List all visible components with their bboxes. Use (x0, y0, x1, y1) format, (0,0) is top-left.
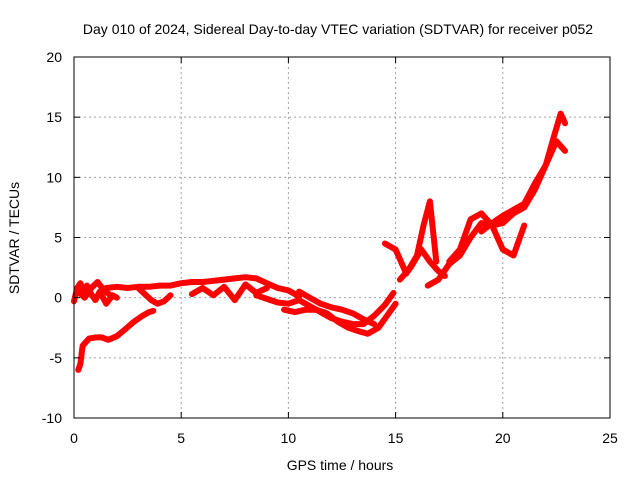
series-line-arc-11 (396, 246, 448, 283)
y-tick-label: 15 (46, 109, 62, 125)
y-tick-label: 0 (54, 290, 62, 306)
series-line-arc-14 (478, 110, 568, 235)
series-line-arc-3 (75, 307, 157, 373)
series-line-arc-6 (188, 281, 270, 304)
y-axis: -10 -5 0 5 10 15 20 (42, 49, 610, 426)
y-tick-label: -10 (42, 410, 62, 426)
series-line-arc-12 (424, 204, 528, 289)
x-axis-label: GPS time / hours (287, 457, 394, 473)
y-tick-label: 10 (46, 169, 62, 185)
series-line-arc-1 (71, 280, 120, 307)
x-tick-label: 25 (602, 430, 618, 446)
chart-title: Day 010 of 2024, Sidereal Day-to-day VTE… (83, 21, 593, 37)
x-tick-label: 10 (281, 430, 297, 446)
series-line-arc-8 (281, 300, 399, 337)
x-axis: 0 5 10 15 20 25 (70, 57, 618, 446)
x-tick-label: 0 (70, 430, 78, 446)
x-tick-label: 20 (495, 430, 511, 446)
series-line-arc-5 (135, 285, 174, 307)
x-tick-label: 15 (388, 430, 404, 446)
series-layer (71, 110, 568, 373)
grid (74, 57, 610, 418)
series-line-arc-13 (446, 210, 528, 265)
y-axis-label: SDTVAR / TECUs (6, 182, 22, 294)
series-line-arc-15 (521, 138, 568, 211)
series-line-arc-9 (296, 288, 378, 328)
y-tick-label: -5 (50, 350, 63, 366)
x-tick-label: 5 (177, 430, 185, 446)
y-tick-label: 20 (46, 49, 62, 65)
series-line-arc-2 (75, 279, 114, 301)
y-tick-label: 5 (54, 230, 62, 246)
